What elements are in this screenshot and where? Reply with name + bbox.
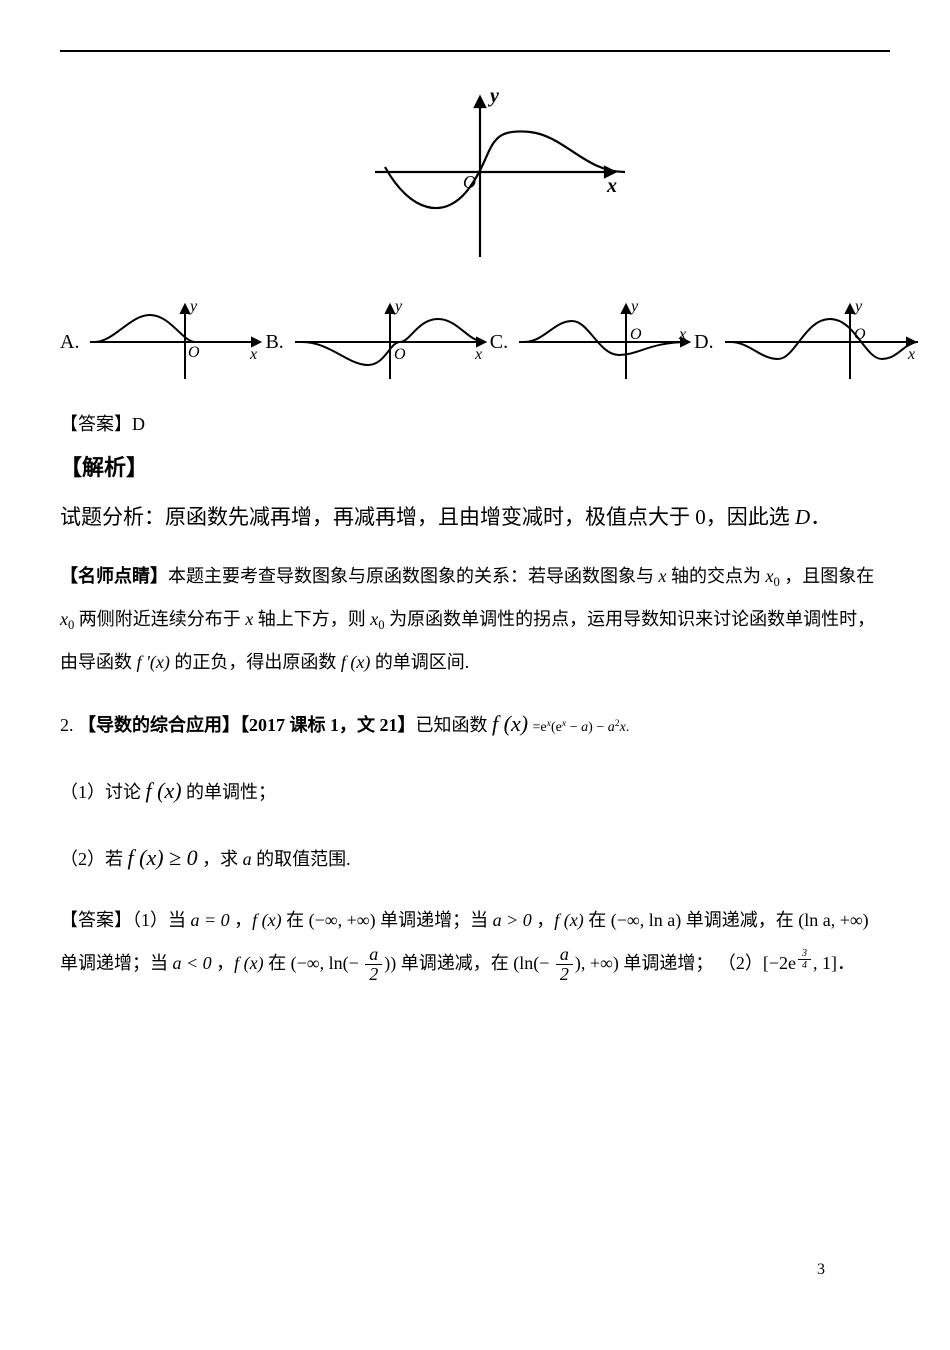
- svg-text:y: y: [393, 298, 403, 315]
- option-D-graph: y O x: [720, 297, 920, 387]
- q2-sub1: （1）讨论 f (x) 的单调性；: [60, 765, 890, 818]
- option-D: D. y O x: [694, 297, 919, 387]
- svg-text:O: O: [854, 326, 866, 343]
- explanation-label: 【解析】: [60, 447, 890, 489]
- options-row: A. y O x B. y O x: [60, 297, 890, 387]
- option-C-graph: y O x: [514, 297, 694, 387]
- option-B-graph: y O x: [290, 297, 490, 387]
- svg-text:y: y: [629, 298, 639, 315]
- horizontal-rule: [60, 50, 890, 52]
- teacher-tip: 【名师点睛】本题主要考查导数图象与原函数图象的关系：若导函数图象与 x 轴的交点…: [60, 555, 890, 685]
- origin-label: O: [463, 172, 476, 192]
- svg-text:y: y: [853, 298, 863, 315]
- x-axis-label: x: [606, 175, 617, 197]
- svg-text:x: x: [249, 346, 257, 363]
- main-function-graph: y O x: [325, 82, 625, 272]
- option-B-label: B.: [265, 323, 283, 361]
- svg-text:O: O: [188, 344, 200, 361]
- q2-sub2: （2）若 f (x) ≥ 0 ，求 a 的取值范围.: [60, 832, 890, 885]
- answer-label: 【答案】: [60, 414, 132, 434]
- answer-value: D: [132, 414, 145, 434]
- svg-text:x: x: [907, 346, 915, 363]
- option-B: B. y O x: [265, 297, 489, 387]
- option-A-label: A.: [60, 323, 79, 361]
- option-A: A. y O x: [60, 297, 265, 387]
- page-number: 3: [817, 1255, 825, 1285]
- y-axis-label: y: [488, 85, 499, 107]
- answer-2: 【答案】（1）当 a = 0 ，f (x) 在 (−∞, +∞) 单调递增；当 …: [60, 899, 890, 985]
- option-A-graph: y O x: [85, 297, 265, 387]
- svg-text:O: O: [394, 346, 406, 363]
- option-D-label: D.: [694, 323, 713, 361]
- svg-text:O: O: [630, 326, 642, 343]
- svg-text:x: x: [474, 346, 482, 363]
- option-C-label: C.: [490, 323, 508, 361]
- option-C: C. y O x: [490, 297, 694, 387]
- analysis-text: 试题分析：原函数先减再增，再减再增，且由增变减时，极值点大于 0，因此选 D．: [60, 499, 890, 537]
- answer-line: 【答案】D: [60, 407, 890, 441]
- question-2: 2. 【导数的综合应用】【2017 课标 1，文 21】已知函数 f (x) =…: [60, 698, 890, 751]
- svg-text:y: y: [188, 298, 198, 315]
- svg-text:x: x: [678, 326, 686, 343]
